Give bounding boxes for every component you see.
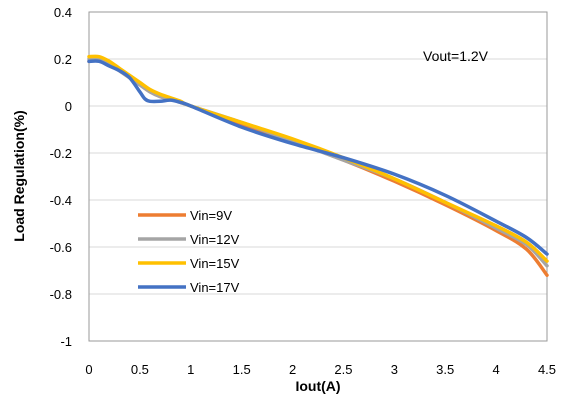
y-tick-label: 0 [65, 99, 72, 114]
legend-label-1: Vin=12V [190, 232, 240, 247]
y-tick-label: -0.6 [50, 240, 72, 255]
x-tick-label: 3.5 [436, 362, 454, 377]
legend-label-3: Vin=17V [190, 280, 240, 295]
x-tick-label: 3 [391, 362, 398, 377]
x-tick-label: 4 [492, 362, 499, 377]
series-line-2 [87, 54, 549, 263]
series-lines [87, 54, 549, 277]
y-axis-title: Load Regulation(%) [11, 110, 27, 241]
x-tick-label: 1 [187, 362, 194, 377]
x-tick-label: 0 [85, 362, 92, 377]
series-line-3 [87, 59, 549, 256]
plot-area-border [88, 11, 548, 342]
x-tick-label: 4.5 [538, 362, 556, 377]
grid-lines [89, 11, 547, 342]
y-tick-label: -1 [60, 334, 72, 349]
x-tick-labels: 0 0.5 1 1.5 2 2.5 3 3.5 4 4.5 [85, 362, 556, 377]
y-tick-label: -0.8 [50, 287, 72, 302]
legend-label-2: Vin=15V [190, 256, 240, 271]
x-tick-label: 1.5 [233, 362, 251, 377]
y-tick-label: 0.2 [54, 52, 72, 67]
x-tick-label: 2 [289, 362, 296, 377]
y-tick-label: -0.4 [50, 193, 72, 208]
legend: Vin=9V Vin=12V Vin=15V Vin=17V [138, 208, 240, 295]
vout-annotation: Vout=1.2V [423, 48, 489, 64]
legend-label-0: Vin=9V [190, 208, 232, 223]
x-tick-label: 0.5 [131, 362, 149, 377]
x-tick-label: 2.5 [334, 362, 352, 377]
y-tick-label: 0.4 [54, 5, 72, 20]
y-tick-labels: 0.4 0.2 0 -0.2 -0.4 -0.6 -0.8 -1 [50, 5, 72, 349]
x-axis-title: Iout(A) [295, 378, 340, 394]
y-tick-label: -0.2 [50, 146, 72, 161]
series-line-1 [87, 56, 549, 268]
